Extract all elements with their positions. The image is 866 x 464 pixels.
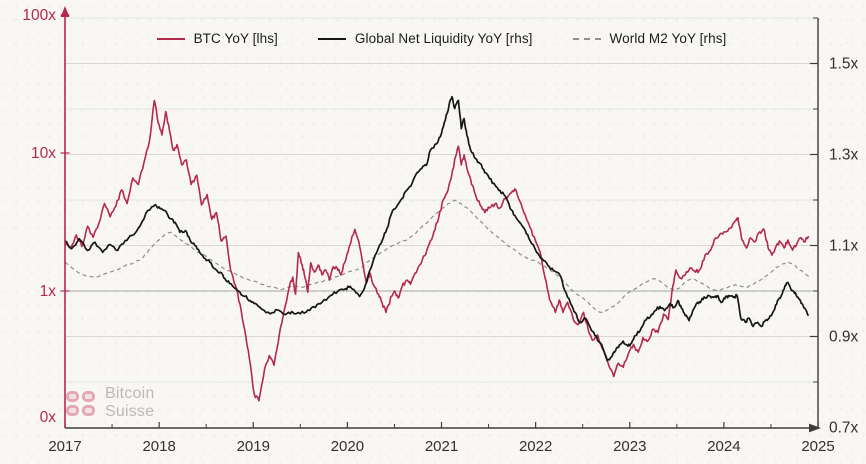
right-axis-tick-label: 1.3x — [829, 147, 859, 164]
bitcoin-suisse-watermark: Bitcoin Suisse — [66, 385, 154, 421]
left-axis-arrow-icon — [60, 6, 70, 17]
x-tick-label: 2017 — [48, 438, 81, 455]
x-tick-label: 2020 — [331, 438, 364, 455]
right-axis-tick-label: 1.5x — [829, 56, 859, 73]
btc-yoy-line — [64, 99, 810, 402]
legend-label-m2: World M2 YoY [rhs] — [609, 31, 727, 46]
bitcoin-suisse-logo-icon — [66, 390, 95, 416]
logo-block — [66, 390, 79, 402]
x-tick-label: 2018 — [142, 438, 175, 455]
x-tick-label: 2025 — [801, 438, 834, 455]
x-tick-label: 2021 — [425, 438, 458, 455]
liquidity-line-swatch-icon — [317, 37, 346, 40]
legend-label-btc: BTC YoY [lhs] — [193, 31, 278, 46]
legend-label-liquidity: Global Net Liquidity YoY [rhs] — [354, 31, 533, 46]
legend-item-world-m2: World M2 YoY [rhs] — [572, 31, 727, 46]
logo-block — [66, 404, 79, 416]
btc-line-swatch-icon — [156, 37, 185, 40]
world-m2-yoy-line — [64, 199, 809, 313]
left-axis-tick-label: 10x — [31, 145, 56, 162]
watermark-line2: Suisse — [105, 403, 155, 420]
logo-block — [82, 404, 95, 416]
left-axis-tick-label: 0x — [40, 409, 57, 426]
x-axis-arrow-icon — [809, 423, 821, 433]
left-axis-tick-label: 1x — [40, 283, 57, 300]
x-tick-label: 2022 — [519, 438, 552, 455]
global-net-liquidity-yoy-line — [64, 95, 810, 362]
x-tick-label: 2023 — [613, 438, 646, 455]
m2-line-swatch-icon — [572, 37, 601, 40]
chart-legend: BTC YoY [lhs] Global Net Liquidity YoY [… — [65, 31, 818, 46]
left-axis-tick-label: 100x — [22, 7, 56, 24]
right-axis-tick-label: 0.9x — [829, 329, 859, 346]
right-axis-tick-label: 0.7x — [829, 420, 859, 437]
logo-block — [82, 390, 95, 402]
watermark-text: Bitcoin Suisse — [105, 385, 154, 421]
x-tick-label: 2024 — [707, 438, 740, 455]
legend-item-global-net-liquidity: Global Net Liquidity YoY [rhs] — [317, 31, 533, 46]
x-tick-label: 2019 — [237, 438, 270, 455]
legend-item-btc-yoy: BTC YoY [lhs] — [156, 31, 278, 46]
right-axis-tick-label: 1.1x — [829, 238, 859, 255]
watermark-line1: Bitcoin — [105, 385, 155, 402]
